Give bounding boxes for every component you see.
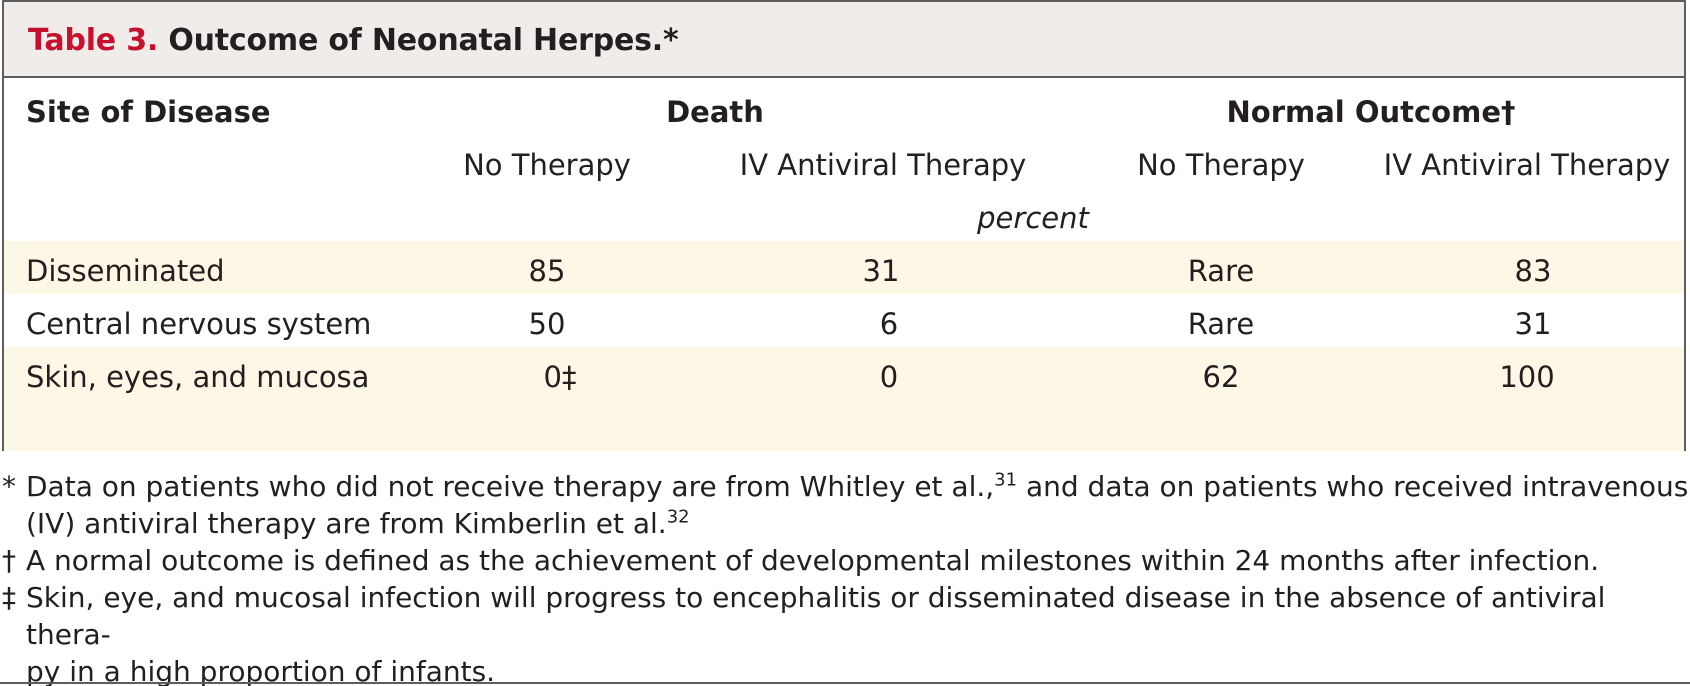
footnote-text: Data on patients who did not receive the… <box>26 470 995 503</box>
table-title: Table 3. Outcome of Neonatal Herpes.* <box>28 23 679 58</box>
title-bar: Table 3. Outcome of Neonatal Herpes.* <box>4 2 1684 78</box>
footnote-dagger: † A normal outcome is defined as the ach… <box>0 542 1690 579</box>
bottom-rule <box>0 682 1690 684</box>
footnote-double-dagger: ‡ Skin, eye, and mucosal infection will … <box>0 579 1690 686</box>
footnote-reference: 31 <box>994 469 1018 491</box>
row-cns-death-iv: 6 <box>879 307 899 341</box>
footnote-line: (IV) antiviral therapy are from Kimberli… <box>26 505 1690 542</box>
row-skin-normal-no-therapy: 62 <box>1202 360 1240 394</box>
table-number: Table 3. <box>28 23 159 58</box>
footnote-reference: 32 <box>666 506 690 528</box>
table-frame: Table 3. Outcome of Neonatal Herpes.* Si… <box>2 0 1686 451</box>
row-skin-death-iv: 0 <box>879 360 899 394</box>
footnote-text: and data on patients who received intrav… <box>1017 470 1689 503</box>
row-skin-site: Skin, eyes, and mucosa <box>26 360 370 394</box>
unit-label: percent <box>977 201 1089 235</box>
row-disseminated-site: Disseminated <box>26 254 225 288</box>
header-site-of-disease: Site of Disease <box>26 95 271 129</box>
footnote-mark: ‡ <box>2 581 16 614</box>
subheader-normal-no-therapy: No Therapy <box>1137 148 1305 182</box>
footnote-line: A normal outcome is defined as the achie… <box>26 544 1600 577</box>
subheader-normal-iv-therapy: IV Antiviral Therapy <box>1383 148 1671 182</box>
footnote-mark: † <box>2 544 16 577</box>
footnote-text: (IV) antiviral therapy are from Kimberli… <box>26 507 667 540</box>
footnote-asterisk: * Data on patients who did not receive t… <box>0 468 1690 542</box>
footnote-line: py in a high proportion of infants. <box>26 655 496 686</box>
footnote-mark: * <box>2 470 16 503</box>
subheader-death-iv-therapy: IV Antiviral Therapy <box>739 148 1027 182</box>
footnote-line: Data on patients who did not receive the… <box>26 468 1690 505</box>
row-skin-death-no-therapy: 0‡ <box>543 360 577 394</box>
subheader-death-no-therapy: No Therapy <box>463 148 631 182</box>
header-normal-outcome: Normal Outcome† <box>1226 95 1516 129</box>
row-disseminated-death-no-therapy: 85 <box>528 254 566 288</box>
row-band-3 <box>4 347 1684 451</box>
table-caption: Outcome of Neonatal Herpes.* <box>168 23 679 58</box>
footnote-line: Skin, eye, and mucosal infection will pr… <box>26 581 1606 651</box>
row-disseminated-normal-iv: 83 <box>1514 254 1552 288</box>
row-band-1 <box>4 241 1684 294</box>
row-disseminated-normal-no-therapy: Rare <box>1187 254 1255 288</box>
row-disseminated-death-iv: 31 <box>862 254 900 288</box>
row-cns-normal-no-therapy: Rare <box>1187 307 1255 341</box>
footnotes: * Data on patients who did not receive t… <box>0 468 1690 686</box>
row-skin-normal-iv: 100 <box>1499 360 1555 394</box>
row-cns-death-no-therapy: 50 <box>528 307 566 341</box>
row-cns-normal-iv: 31 <box>1514 307 1552 341</box>
row-cns-site: Central nervous system <box>26 307 372 341</box>
header-death: Death <box>666 95 764 129</box>
